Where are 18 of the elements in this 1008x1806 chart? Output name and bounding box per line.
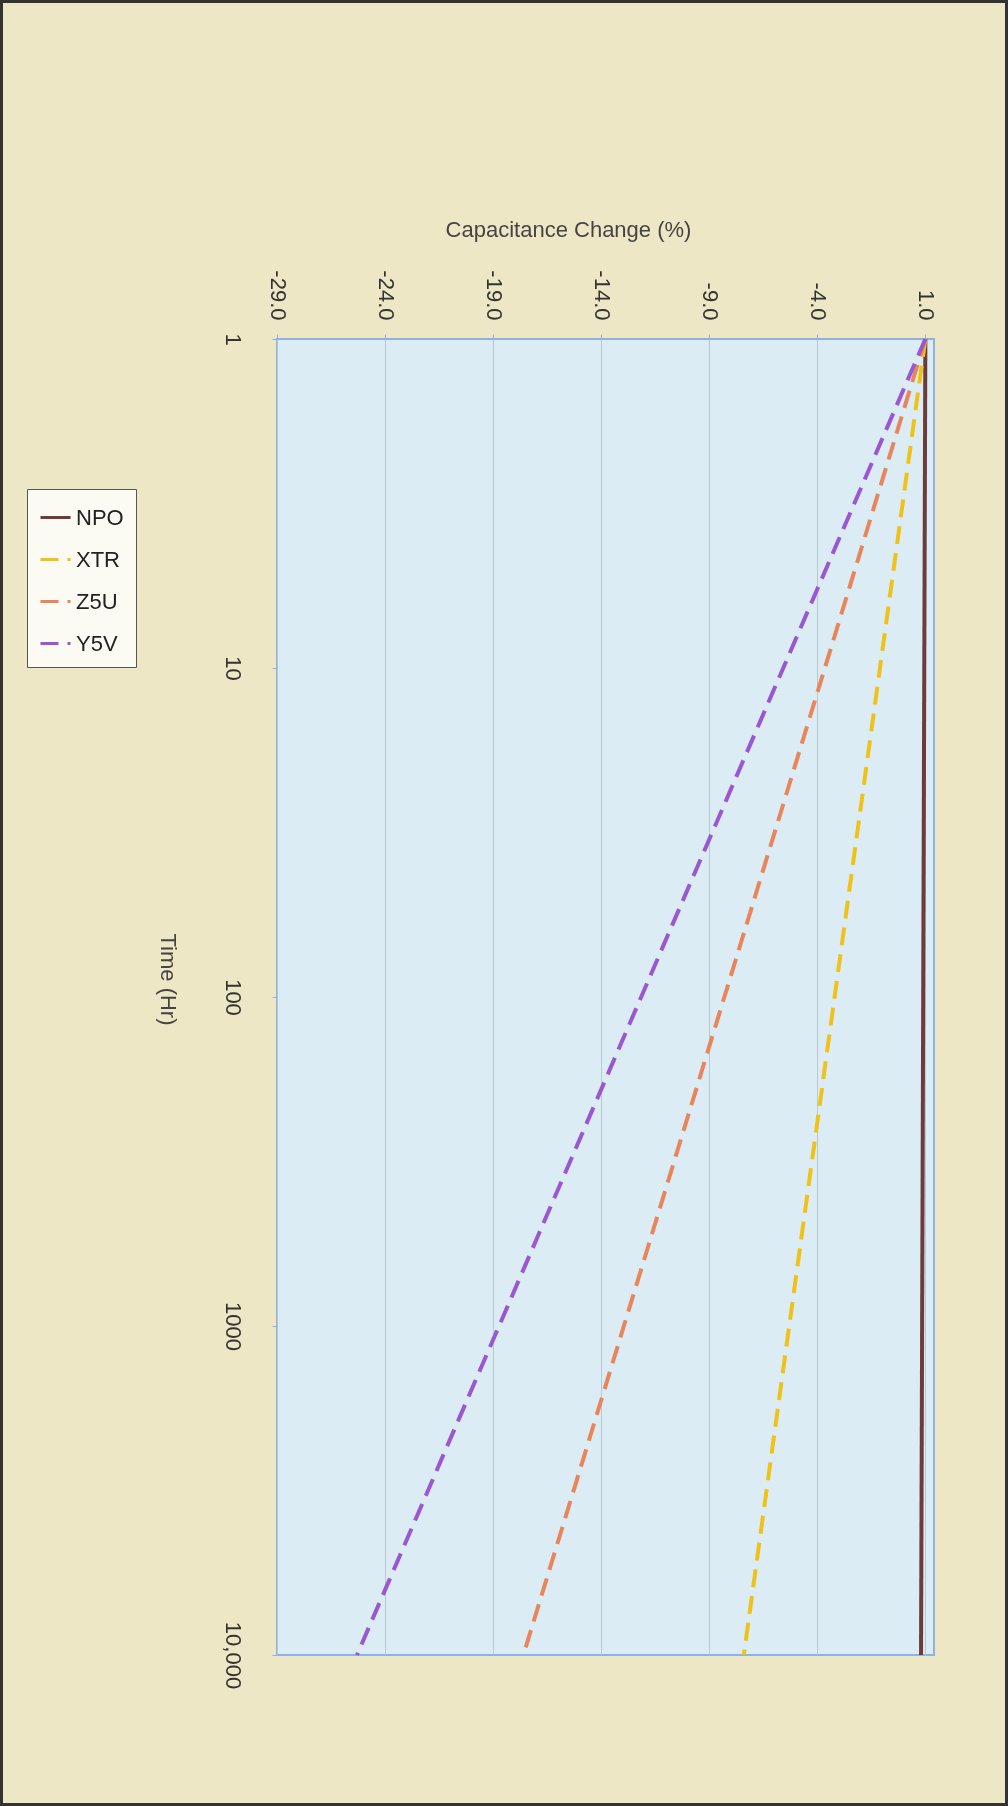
y-tick-label: 1 (220, 333, 246, 346)
legend-label: XTR (76, 546, 120, 572)
y-tick-label: 1000 (220, 1302, 246, 1351)
legend-label: NPO (76, 504, 124, 530)
y-axis-title: Time (Hr) (155, 933, 181, 1026)
x-tick-label: -19.0 (481, 270, 507, 321)
y-tick-label: 10,000 (220, 1621, 246, 1690)
x-tick-label: 1.0 (913, 289, 939, 321)
legend-label: Y5V (76, 630, 118, 656)
y-tick-label: 10 (220, 656, 246, 681)
x-tick-label: -24.0 (373, 270, 399, 321)
y-tick-label: 100 (220, 979, 246, 1016)
x-tick-label: -14.0 (589, 270, 615, 321)
x-tick-label: -9.0 (697, 282, 723, 321)
x-tick-label: -4.0 (805, 282, 831, 321)
legend-label: Z5U (76, 588, 118, 614)
x-tick-label: -29.0 (265, 270, 291, 321)
x-axis-title: Capacitance Change (%) (445, 216, 692, 242)
